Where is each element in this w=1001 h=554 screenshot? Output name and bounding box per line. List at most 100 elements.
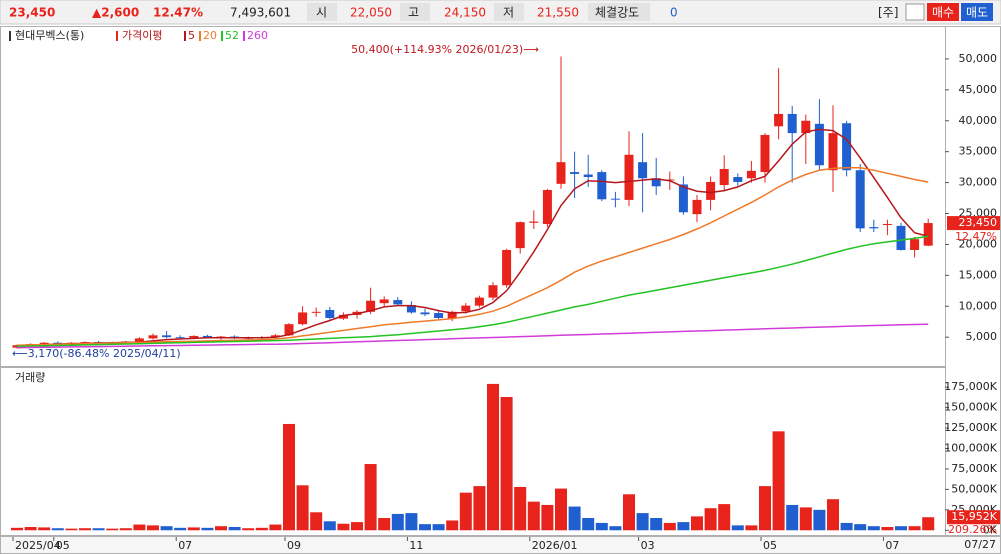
volume-bar [609,526,622,531]
candle-body [597,172,607,200]
label-box [588,3,650,21]
y-tick-label: 125,000K [944,421,997,434]
volume-bar [731,525,744,531]
candle-body [311,311,321,313]
candle-body [502,249,512,286]
volume-bar [908,526,921,531]
candle-body [678,184,688,213]
volume-bar [650,518,663,531]
x-tick-label: 2026/01 [532,539,578,552]
y-tick-label: 150,000K [944,401,997,414]
candle-body [651,178,661,187]
volume-bar [582,518,595,531]
volume-bar [799,507,812,531]
volume-bar [269,524,282,531]
volume-bar [772,431,785,531]
y-tick-label: 20,000 [959,237,998,250]
volume-bar [364,464,377,531]
y-tick-label: 5,000 [966,330,998,343]
candle-body [325,309,335,319]
candle-body [379,299,389,304]
candle-body [610,198,620,200]
candle-body [12,345,22,348]
volume-bar [446,520,459,531]
candle-body [148,335,158,339]
volume-bar [854,524,867,531]
volume-bar [310,512,323,531]
high-label: 고 [408,6,419,20]
candle-body [270,335,280,338]
label-box [494,3,524,21]
candle-body [760,134,770,173]
y-tick-label: 35,000 [959,145,998,158]
y-tick-label: 10,000 [959,299,998,312]
volume-bar [636,513,649,531]
ma-label: 가격이평 [122,29,162,42]
candle-body [529,221,539,223]
low-annotation: ⟵3,170(-86.48% 2025/04/11) [12,347,181,360]
candle-body [583,174,593,178]
volume-title: 거래량 [15,371,45,384]
legend-swatch [199,31,201,41]
volume-bar [24,527,37,531]
volume-bar [432,524,445,531]
y-tick-label: 50,000K [951,482,997,495]
candle-body [284,324,294,336]
y-tick-label: 175,000K [944,380,997,393]
candle-body [189,335,199,338]
volume-bar [595,522,608,531]
y-tick-label: 15,000 [959,268,998,281]
y-tick-label: 30,000 [959,176,998,189]
change-pct: 12.47% [153,6,203,20]
candle-body [828,133,838,171]
candle-body [801,120,811,134]
buy-button[interactable] [927,3,959,21]
volume-bar [527,501,540,531]
volume-bar [786,504,799,531]
price-tag-box [947,216,1000,231]
candle-body [692,199,702,215]
volume-bar [459,492,472,531]
legend-swatch [221,31,223,41]
settings-button[interactable] [905,3,925,21]
open-label: 시 [316,6,327,20]
strength-label: 체결강도 [595,6,639,20]
volume-bar [895,526,907,531]
volume-bar [337,523,350,531]
volume-bar [568,506,581,531]
volume-bar [827,499,839,531]
candle-body [338,314,348,319]
volume-bar [922,517,935,531]
volume-bar [255,527,268,531]
volume-bar [813,509,826,531]
volume-bar [473,486,486,531]
strength: 0 [670,6,678,20]
volume-bar [51,528,64,531]
low: 21,550 [537,6,579,20]
volume-bar [691,516,703,531]
volume-bar [119,528,132,531]
legend-swatch [243,31,245,41]
candle-body [202,335,212,338]
y-tick-label: 40,000 [959,114,998,127]
volume-bar [840,522,853,531]
volume-bar [79,528,91,531]
candle-body [162,335,172,338]
volume-bar [296,485,309,531]
candle-body [515,222,525,249]
change-tag: 12.47% [955,230,997,243]
volume-bar [555,488,567,531]
candle-body [175,337,185,339]
candle-body [447,311,457,319]
candle-body [706,181,716,200]
cursor-date: 07/27 [964,538,996,551]
legend-swatch [184,31,186,41]
buy-label: 매수 [932,6,954,20]
volume-bar [867,526,880,531]
sell-button[interactable] [961,3,993,21]
change: ▲2,600 [92,6,139,20]
legend-swatch [9,31,11,41]
legend-swatch [116,31,118,41]
candle-body [733,177,743,182]
